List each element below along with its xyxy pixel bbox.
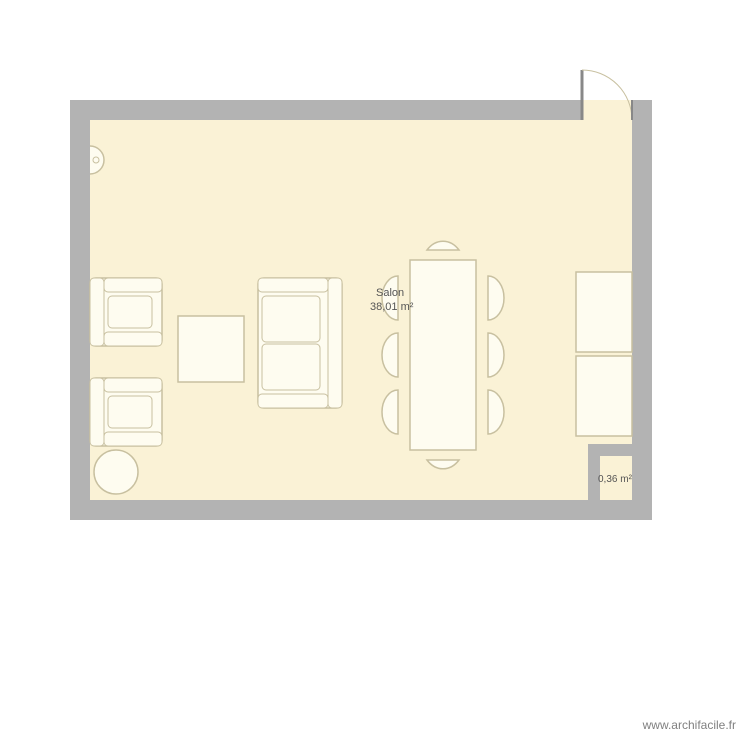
door-opening — [582, 100, 632, 120]
room-name-label: Salon — [376, 287, 404, 299]
cabinet — [576, 356, 632, 436]
room-floor — [90, 120, 632, 500]
floorplan-canvas: Salon 38,01 m² 0,36 m² — [0, 0, 750, 750]
armchair — [90, 378, 162, 446]
closet-area-label: 0,36 m² — [598, 474, 633, 485]
round-table — [94, 450, 138, 494]
armchair — [90, 278, 162, 346]
watermark: www.archifacile.fr — [643, 718, 736, 732]
cabinet — [576, 272, 632, 352]
sofa — [258, 278, 342, 408]
room-area-label: 38,01 m² — [370, 301, 414, 313]
coffee-table — [178, 316, 244, 382]
dining-table — [410, 260, 476, 450]
